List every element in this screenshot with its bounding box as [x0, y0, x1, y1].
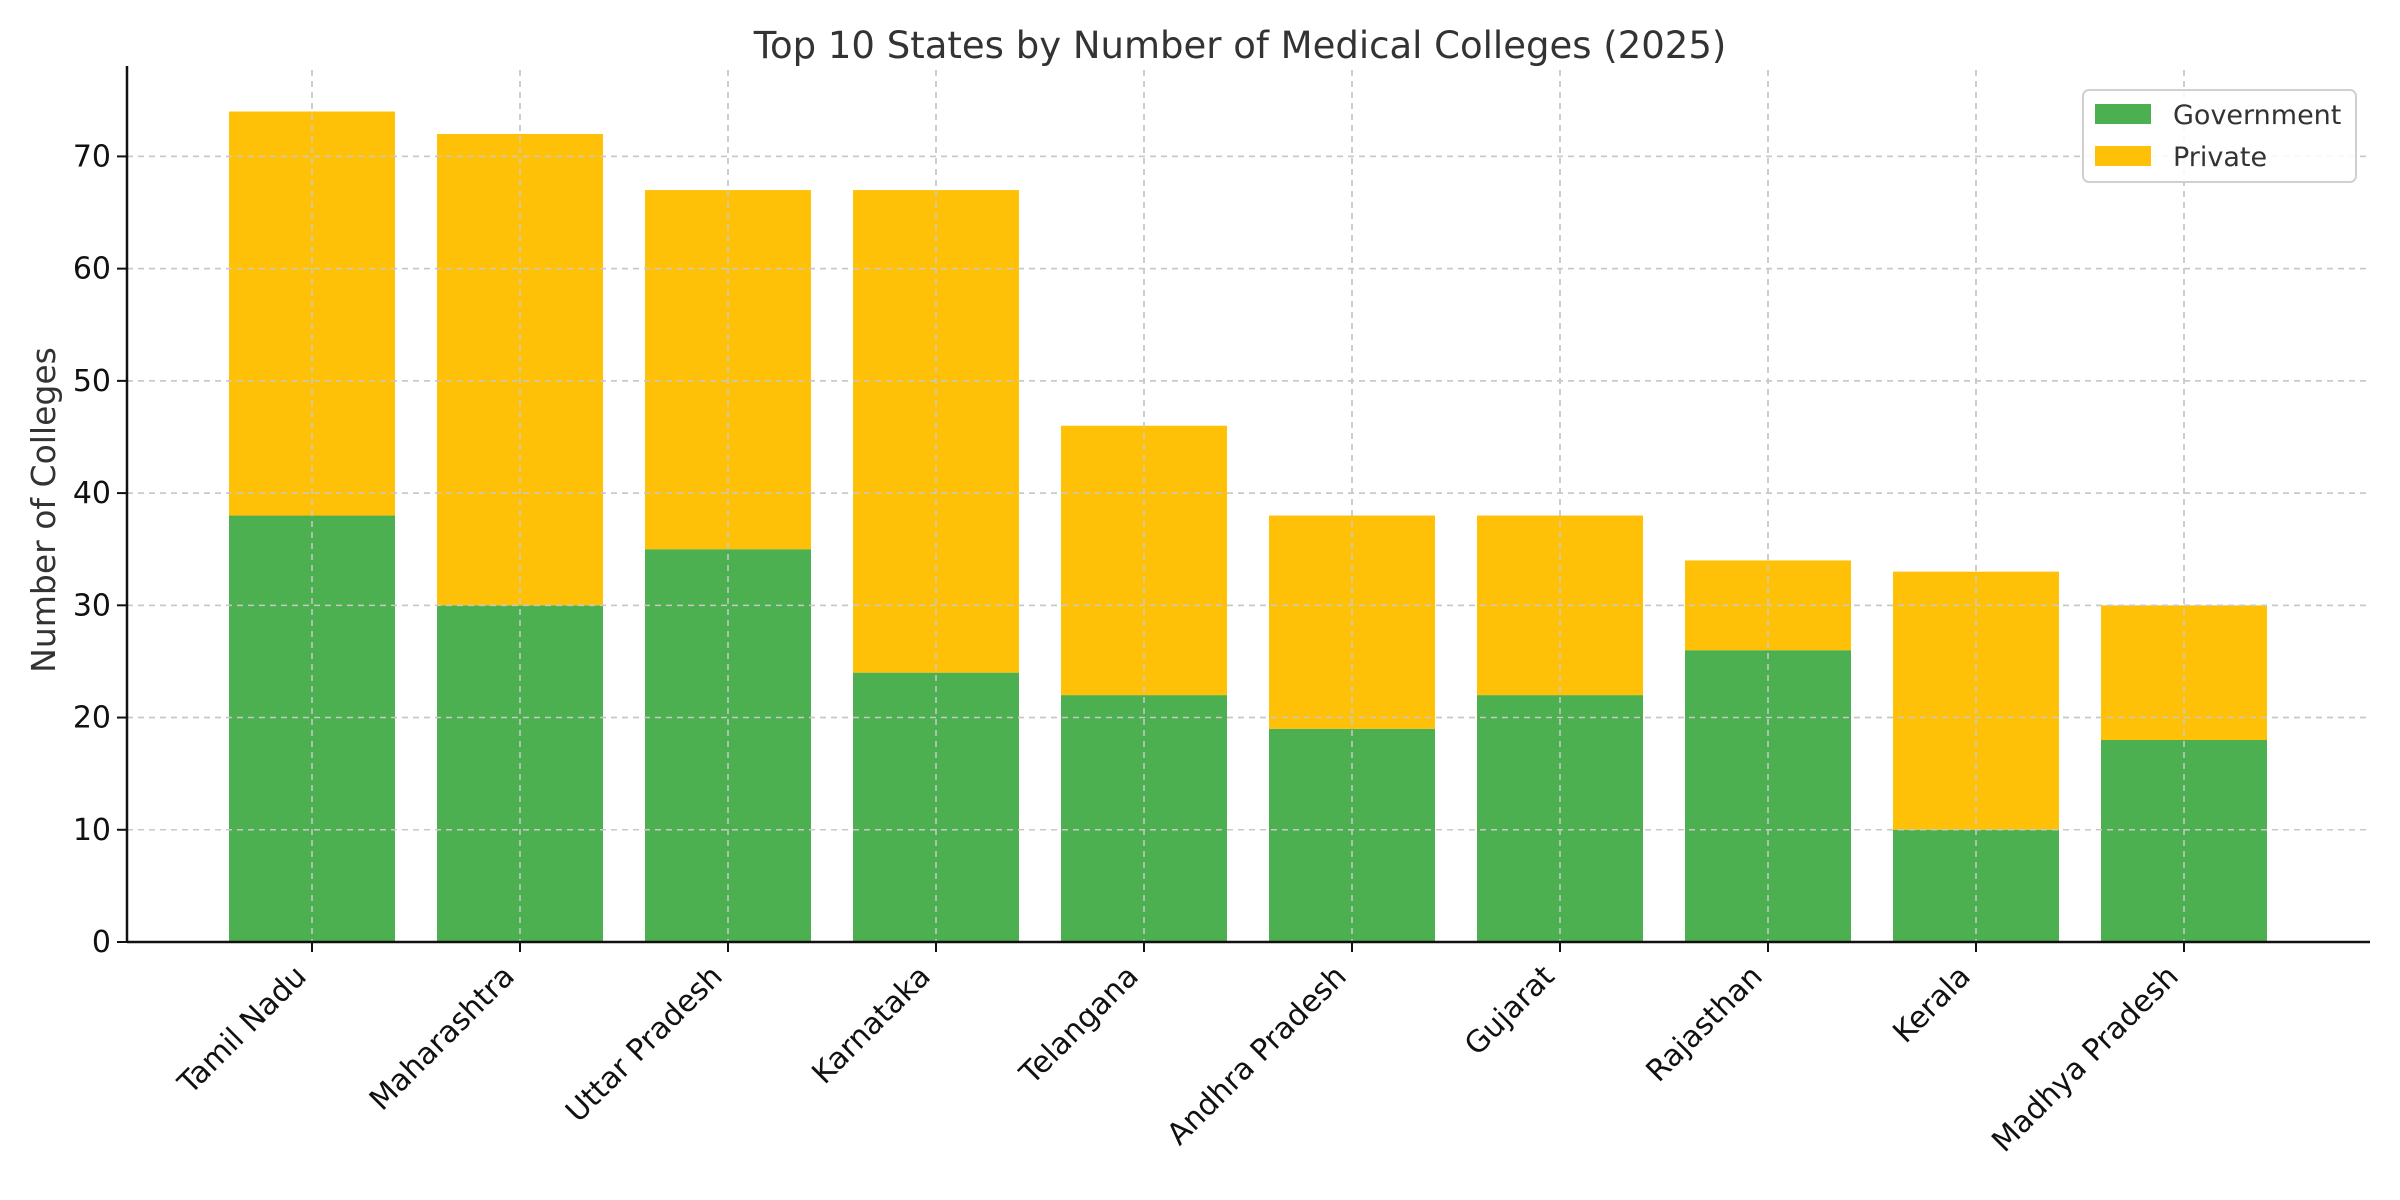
x-tick-label: Karnataka — [805, 959, 937, 1091]
bar-government — [229, 515, 395, 942]
y-tick-label: 70 — [73, 139, 111, 174]
x-tick-label: Andhra Pradesh — [1160, 959, 1353, 1152]
y-axis-label: Number of Colleges — [24, 347, 63, 673]
x-tick-label: Rajasthan — [1639, 959, 1769, 1089]
y-tick-label: 30 — [73, 588, 111, 623]
legend: Government Private — [2082, 89, 2357, 183]
x-tick-label: Gujarat — [1458, 959, 1562, 1063]
axes — [125, 66, 2370, 944]
y-tick-label: 50 — [73, 364, 111, 399]
y-tick-label: 40 — [73, 476, 111, 511]
legend-swatch-government — [2095, 104, 2151, 124]
legend-label-government: Government — [2173, 100, 2341, 131]
legend-swatch-private — [2095, 146, 2151, 166]
y-tick-label: 10 — [73, 813, 111, 848]
legend-label-private: Private — [2173, 142, 2267, 173]
x-tick-label: Telangana — [1013, 959, 1146, 1092]
x-tick-label: Uttar Pradesh — [559, 959, 730, 1130]
x-tick-label: Kerala — [1886, 959, 1977, 1050]
chart-title: Top 10 States by Number of Medical Colle… — [753, 24, 1727, 67]
x-tick-label: Madhya Pradesh — [1985, 959, 2185, 1159]
bars — [127, 70, 2370, 942]
x-tick-label: Tamil Nadu — [171, 959, 314, 1102]
y-tick-label: 20 — [73, 701, 111, 736]
x-tick-label: Maharashtra — [363, 959, 522, 1118]
y-tick-label: 0 — [92, 925, 111, 960]
legend-box — [2082, 89, 2357, 183]
y-tick-label: 60 — [73, 252, 111, 287]
